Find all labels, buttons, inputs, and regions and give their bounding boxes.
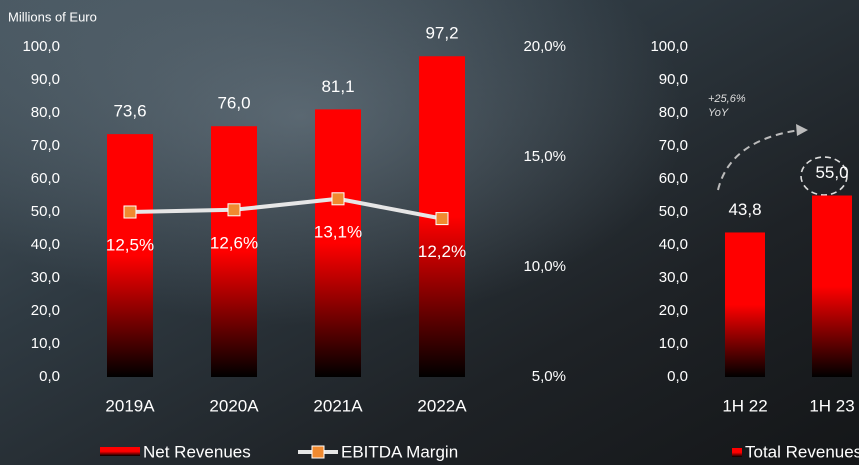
y-tick-label: 60,0 bbox=[659, 170, 688, 187]
bar bbox=[211, 126, 257, 377]
annotation: +25,6% bbox=[708, 93, 746, 105]
y-tick-label: 0,0 bbox=[39, 368, 60, 385]
y-tick-label: 40,0 bbox=[659, 236, 688, 253]
highlight-circle bbox=[800, 156, 848, 196]
bar bbox=[812, 195, 852, 377]
legend-label: Net Revenues bbox=[143, 442, 251, 461]
marker bbox=[227, 203, 241, 217]
data-label: 55,0 bbox=[815, 163, 848, 182]
y-tick-label: 100,0 bbox=[22, 38, 60, 55]
x-tick-label: 1H 23 bbox=[809, 396, 854, 415]
y2-tick-label: 5,0% bbox=[532, 368, 566, 385]
legend-label: Total Revenues bbox=[745, 442, 859, 461]
data-label: 12,5% bbox=[106, 235, 154, 254]
y-tick-label: 50,0 bbox=[31, 203, 60, 220]
data-label: 13,1% bbox=[314, 222, 362, 241]
legend-swatch bbox=[100, 447, 140, 456]
x-tick-label: 2021A bbox=[313, 396, 363, 415]
y2-tick-label: 20,0% bbox=[523, 38, 566, 55]
annotation: YoY bbox=[708, 107, 729, 119]
y-tick-label: 90,0 bbox=[659, 71, 688, 88]
y-tick-label: 50,0 bbox=[659, 203, 688, 220]
y-tick-label: 0,0 bbox=[667, 368, 688, 385]
y-tick-label: 60,0 bbox=[31, 170, 60, 187]
data-label: 73,6 bbox=[113, 102, 146, 121]
y-tick-label: 70,0 bbox=[659, 137, 688, 154]
x-tick-label: 2022A bbox=[417, 396, 467, 415]
data-label: 12,2% bbox=[418, 242, 466, 261]
y-tick-label: 20,0 bbox=[659, 302, 688, 319]
y-tick-label: 20,0 bbox=[31, 302, 60, 319]
y-tick-label: 40,0 bbox=[31, 236, 60, 253]
legend-marker bbox=[311, 445, 325, 459]
y-tick-label: 80,0 bbox=[31, 104, 60, 121]
bar bbox=[107, 134, 153, 377]
y-tick-label: 90,0 bbox=[31, 71, 60, 88]
data-label: 43,8 bbox=[728, 200, 761, 219]
x-tick-label: 2019A bbox=[105, 396, 155, 415]
x-tick-label: 2020A bbox=[209, 396, 259, 415]
marker bbox=[331, 192, 345, 206]
growth-arrow bbox=[717, 129, 801, 191]
data-label: 12,6% bbox=[210, 233, 258, 252]
y-tick-label: 10,0 bbox=[659, 335, 688, 352]
y-tick-label: 80,0 bbox=[659, 104, 688, 121]
y-tick-label: 10,0 bbox=[31, 335, 60, 352]
data-label: 76,0 bbox=[217, 94, 250, 113]
line bbox=[129, 196, 443, 221]
y2-tick-label: 10,0% bbox=[523, 258, 566, 275]
x-tick-label: 1H 22 bbox=[722, 396, 767, 415]
marker bbox=[123, 205, 137, 219]
y-tick-label: 100,0 bbox=[650, 38, 688, 55]
legend-swatch bbox=[732, 448, 742, 457]
bar bbox=[725, 232, 765, 377]
growth-arrowhead bbox=[796, 124, 808, 136]
y-axis-label: Millions of Euro bbox=[8, 9, 97, 24]
y-tick-label: 30,0 bbox=[31, 269, 60, 286]
y-tick-label: 30,0 bbox=[659, 269, 688, 286]
y-tick-label: 70,0 bbox=[31, 137, 60, 154]
bar bbox=[315, 109, 361, 378]
legend-label: EBITDA Margin bbox=[341, 442, 458, 461]
marker bbox=[435, 212, 449, 226]
data-label: 97,2 bbox=[425, 24, 458, 43]
y2-tick-label: 15,0% bbox=[523, 148, 566, 165]
data-label: 81,1 bbox=[321, 77, 354, 96]
